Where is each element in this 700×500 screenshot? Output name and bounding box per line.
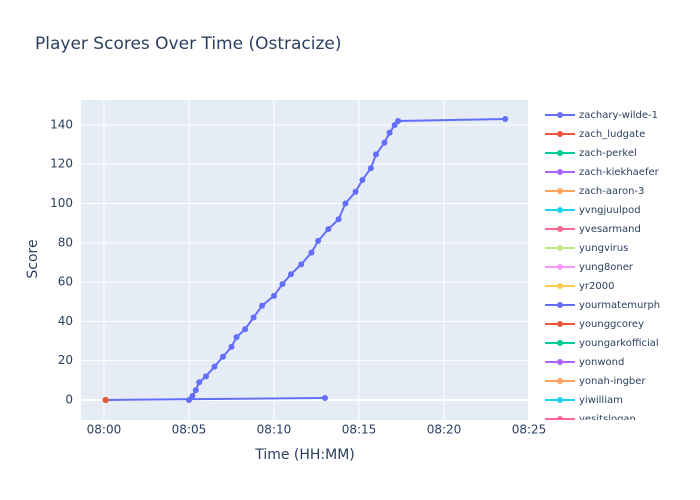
x-tick-label: 08:15 <box>342 423 377 437</box>
legend-marker <box>557 283 563 289</box>
legend-marker <box>557 207 563 213</box>
legend-label: yiwilliam <box>579 395 623 406</box>
legend-marker <box>557 131 563 137</box>
x-axis-title: Time (HH:MM) <box>254 447 355 463</box>
y-tick-label: 100 <box>50 196 73 210</box>
legend-marker <box>557 359 563 365</box>
legend-marker <box>557 340 563 346</box>
point <box>386 129 393 136</box>
legend-label: yungvirus <box>579 243 628 254</box>
point <box>315 237 322 244</box>
point <box>259 302 266 309</box>
point <box>308 249 315 256</box>
point <box>381 139 388 146</box>
legend-marker <box>557 188 563 194</box>
point <box>321 394 328 401</box>
point <box>196 379 203 386</box>
point <box>211 363 218 370</box>
point <box>391 121 398 128</box>
legend-label: zach_ludgate <box>579 129 645 140</box>
point <box>228 343 235 350</box>
legend-label: yonah-ingber <box>579 376 646 387</box>
legend-marker <box>557 321 563 327</box>
legend-label: zach-perkel <box>579 148 637 159</box>
point <box>287 271 294 278</box>
point <box>359 176 366 183</box>
legend-marker <box>557 150 563 156</box>
point <box>279 281 286 288</box>
y-tick-label: 40 <box>58 314 73 328</box>
point <box>270 292 277 299</box>
legend-label: yonwond <box>579 357 624 368</box>
legend-label: yvngjuulpod <box>579 205 641 216</box>
legend-marker <box>557 416 563 420</box>
legend-marker <box>557 245 563 251</box>
point <box>372 151 379 158</box>
legend-label: yung8oner <box>579 262 634 273</box>
y-axis-title: Score <box>25 239 41 278</box>
legend-label: zachary-wilde-1 <box>579 110 658 121</box>
series-line <box>105 396 325 401</box>
y-tick-label: 80 <box>58 235 73 249</box>
y-tick-label: 20 <box>58 353 73 367</box>
y-tick-label: 140 <box>50 117 73 131</box>
point <box>189 393 196 400</box>
point <box>219 353 226 360</box>
chart-title: Player Scores Over Time (Ostracize) <box>35 34 342 54</box>
legend-label: younggcorey <box>579 319 644 330</box>
point <box>335 216 342 223</box>
point <box>367 165 374 172</box>
legend-label: zach-kiekhaefer <box>579 167 660 178</box>
point <box>342 200 349 207</box>
y-tick-label: 120 <box>50 157 73 171</box>
point <box>202 373 209 380</box>
point <box>102 396 109 403</box>
legend-marker <box>557 302 563 308</box>
legend-label: zach-aaron-3 <box>579 186 644 197</box>
x-tick-label: 08:10 <box>257 423 292 437</box>
x-tick-label: 08:25 <box>512 423 547 437</box>
point <box>250 314 257 321</box>
legend-marker <box>557 397 563 403</box>
point <box>192 387 199 394</box>
y-tick-label: 60 <box>58 275 73 289</box>
legend-marker <box>557 169 563 175</box>
y-tick-label: 0 <box>65 392 73 406</box>
point <box>502 116 509 123</box>
x-tick-label: 08:05 <box>172 423 207 437</box>
legend-label: yourmatemurph <box>579 300 660 311</box>
legend-marker <box>557 378 563 384</box>
legend-label: yr2000 <box>579 281 614 292</box>
point <box>352 188 359 195</box>
x-tick-label: 08:20 <box>427 423 462 437</box>
point <box>395 118 402 125</box>
point <box>233 334 240 341</box>
point <box>325 226 332 233</box>
point <box>298 261 305 268</box>
legend-label: yesitslogan <box>579 414 636 425</box>
point <box>242 326 249 333</box>
point <box>185 396 192 403</box>
legend-marker <box>557 264 563 270</box>
legend-marker <box>557 112 563 118</box>
legend-label: yvesarmand <box>579 224 641 235</box>
legend-label: youngarkofficial <box>579 338 659 349</box>
legend-marker <box>557 226 563 232</box>
x-tick-label: 08:00 <box>87 423 122 437</box>
